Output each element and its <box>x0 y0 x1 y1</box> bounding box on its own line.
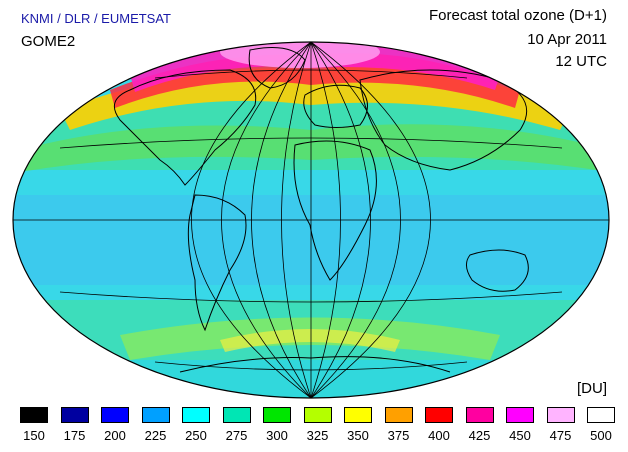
north-pole-peak <box>220 42 380 68</box>
instrument-label: GOME2 <box>21 33 76 50</box>
south-yellow-patches <box>220 329 400 352</box>
africa-outline <box>293 140 377 281</box>
north-america-outline <box>113 69 257 186</box>
credit-text: KNMI / DLR / EUMETSAT <box>21 11 171 26</box>
antarctica-outline <box>179 356 451 373</box>
europe-outline <box>303 84 368 128</box>
north-green-patches <box>20 124 609 172</box>
coastlines <box>113 47 529 373</box>
asia-outline <box>359 69 528 171</box>
legend-unit: [DU] <box>577 380 607 397</box>
graticule <box>13 42 609 398</box>
south-america-outline <box>187 194 247 332</box>
map-title: Forecast total ozone (D+1) <box>428 7 607 24</box>
australia-outline <box>466 249 529 292</box>
greenland-outline <box>248 47 306 89</box>
forecast-time: 12 UTC <box>555 53 607 70</box>
tropical-low-band <box>13 195 609 285</box>
antarctic-field <box>13 360 609 398</box>
globe-border <box>12 41 610 399</box>
forecast-date: 10 Apr 2011 <box>527 31 607 48</box>
